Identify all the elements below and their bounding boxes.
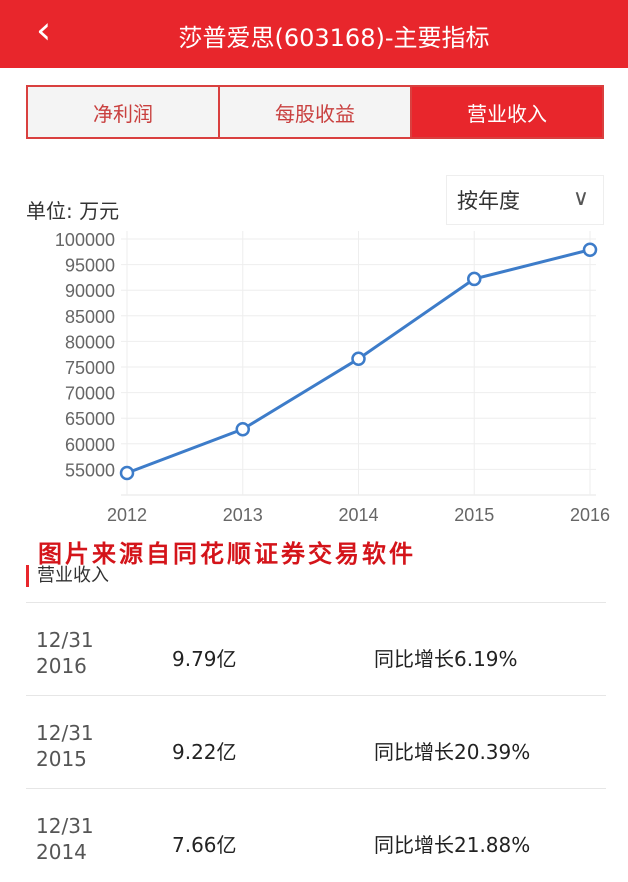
x-tick-label: 2014 [338,505,378,525]
row-date: 12/31 2016 [36,627,106,679]
row-value: 7.66亿 [172,833,237,857]
table-row[interactable]: 12/31 2015 9.22亿 同比增长20.39% [26,695,606,789]
data-point [582,242,598,258]
table-row[interactable]: 12/31 2016 9.79亿 同比增长6.19% [26,602,606,696]
row-value: 9.22亿 [172,740,237,764]
app-header: ‹ 莎普爱思(603168)-主要指标 [0,0,628,68]
row-yoy: 同比增长6.19% [374,647,518,671]
chevron-down-icon: ∨ [572,186,589,211]
row-date: 12/31 2014 [36,813,106,865]
row-value: 9.79亿 [172,647,237,671]
section-title: 营业收入 [26,565,109,587]
y-tick-label: 60000 [65,435,115,455]
row-date-line2: 2015 [36,747,87,771]
page-title: 莎普爱思(603168)-主要指标 [178,24,490,52]
row-yoy: 同比增长20.39% [374,740,531,764]
revenue-line-chart: 55000 60000 65000 70000 75000 80000 85000 90000… [55,230,610,525]
y-tick-label: 70000 [65,384,115,404]
y-tick-label: 90000 [65,281,115,301]
row-date-line1: 12/31 [36,628,94,652]
period-select[interactable]: 按年度 ∨ [446,175,604,225]
y-tick-label: 95000 [65,256,115,276]
data-point [351,351,366,367]
y-tick-label: 65000 [65,409,115,429]
y-tick-label: 80000 [65,332,115,352]
tab-eps[interactable]: 每股收益 [220,87,412,137]
x-tick-label: 2013 [223,505,263,525]
tab-revenue[interactable]: 营业收入 [412,87,602,137]
row-yoy: 同比增长21.88% [374,833,531,857]
period-select-value: 按年度 [457,189,520,213]
row-date-line1: 12/31 [36,721,94,745]
y-tick-label: 75000 [65,358,115,378]
data-point [119,465,135,481]
row-date-line2: 2014 [36,840,87,864]
x-tick-label: 2016 [570,505,610,525]
watermark: 图片来源自同花顺证券交易软件 [38,539,416,568]
y-tick-label: 55000 [65,460,115,480]
x-tick-label: 2015 [454,505,494,525]
row-date-line2: 2016 [36,654,87,678]
unit-label: 单位: 万元 [26,199,120,223]
y-tick-label: 100000 [55,230,115,250]
y-tick-label: 85000 [65,307,115,327]
row-date-line1: 12/31 [36,814,94,838]
data-point [235,421,250,437]
table-row[interactable]: 12/31 2014 7.66亿 同比增长21.88% [26,788,606,882]
metric-tabs: 净利润 每股收益 营业收入 [26,85,604,139]
tab-net-profit[interactable]: 净利润 [28,87,220,137]
back-button[interactable]: ‹ [36,8,52,52]
row-date: 12/31 2015 [36,720,106,772]
x-tick-label: 2012 [107,505,147,525]
data-point [467,271,482,287]
